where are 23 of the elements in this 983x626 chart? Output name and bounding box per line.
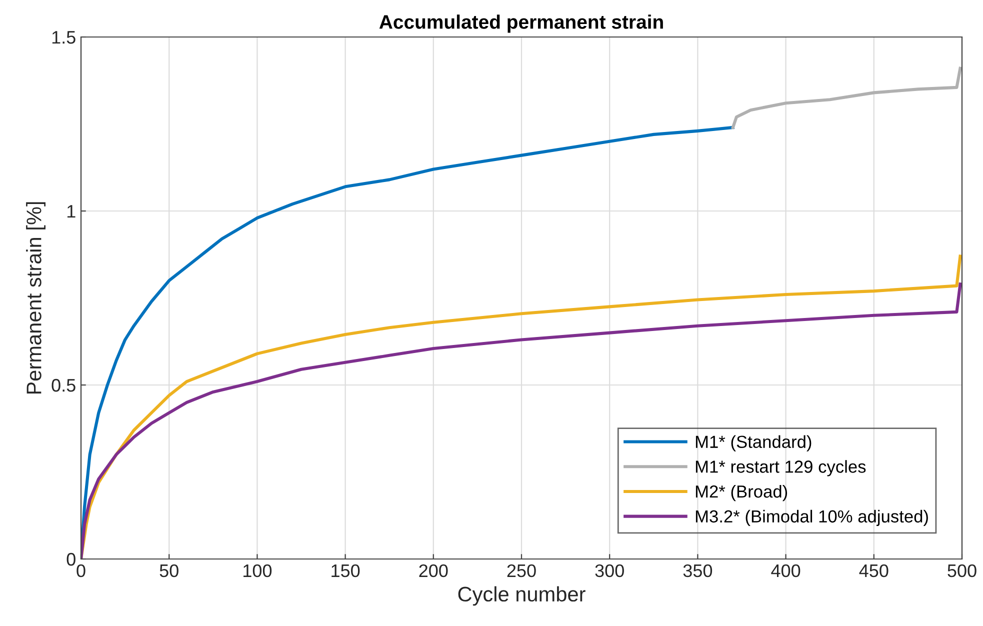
x-axis-title: Cycle number	[458, 586, 586, 606]
x-tick-label: 400	[771, 564, 800, 578]
x-tick-label: 300	[595, 564, 624, 578]
line-series	[731, 66, 962, 130]
x-tick-label: 150	[332, 564, 360, 578]
chart-title: Accumulated permanent strain	[379, 14, 663, 33]
legend-label: M2* (Broad)	[696, 484, 788, 502]
x-tick-label: 450	[859, 564, 888, 578]
x-tick-label: 100	[244, 564, 272, 578]
x-tick-label: 200	[419, 564, 448, 578]
y-tick-label: 0.5	[52, 378, 76, 392]
x-tick-label: 0	[76, 564, 86, 578]
x-tick-label: 500	[948, 564, 976, 578]
x-tick-label: 250	[507, 564, 536, 578]
y-tick-label: 1	[67, 205, 76, 218]
legend-label: M1* restart 129 cycles	[696, 460, 866, 476]
y-tick-label: 1.5	[52, 31, 76, 44]
y-axis-title: Permanent strain [%]	[26, 202, 46, 394]
legend-label: M3.2* (Bimodal 10% adjusted)	[696, 510, 928, 526]
legend-label: M1* (Standard)	[696, 435, 812, 452]
x-tick-label: 50	[160, 564, 178, 578]
y-tick-label: 0	[66, 552, 76, 566]
x-tick-label: 350	[683, 564, 712, 578]
